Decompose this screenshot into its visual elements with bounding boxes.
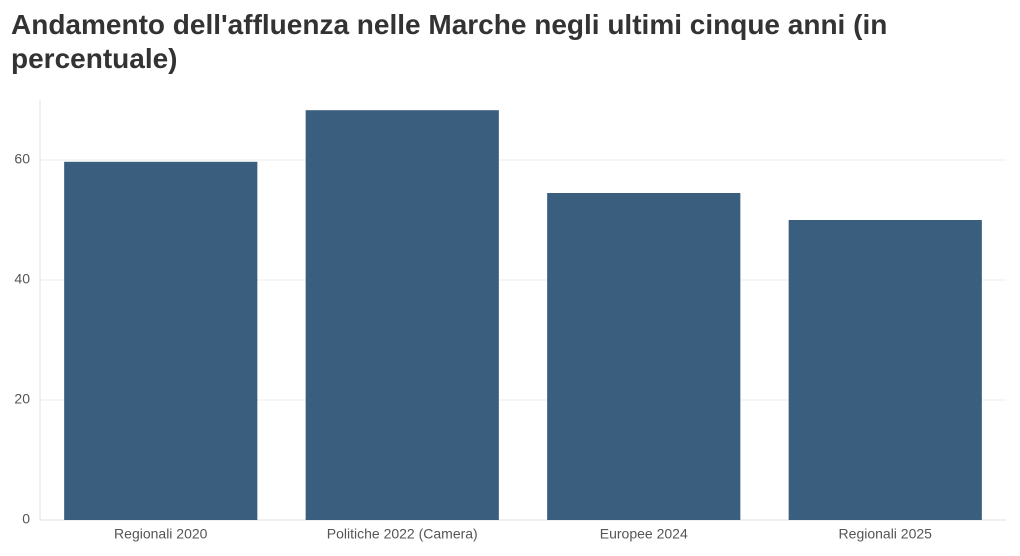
x-tick-label: Politiche 2022 (Camera)	[327, 526, 478, 542]
y-tick-label: 60	[14, 151, 30, 167]
x-tick-label: Regionali 2025	[839, 526, 933, 542]
bar	[64, 161, 258, 521]
bar	[305, 110, 499, 520]
bar	[788, 220, 982, 520]
y-tick-label: 0	[22, 511, 30, 527]
y-tick-label: 40	[14, 271, 30, 287]
chart-title: Andamento dell'affluenza nelle Marche ne…	[11, 9, 888, 74]
y-tick-label: 20	[14, 391, 30, 407]
x-tick-label: Regionali 2020	[114, 526, 208, 542]
x-tick-label: Europee 2024	[600, 526, 688, 542]
bar	[547, 193, 741, 520]
